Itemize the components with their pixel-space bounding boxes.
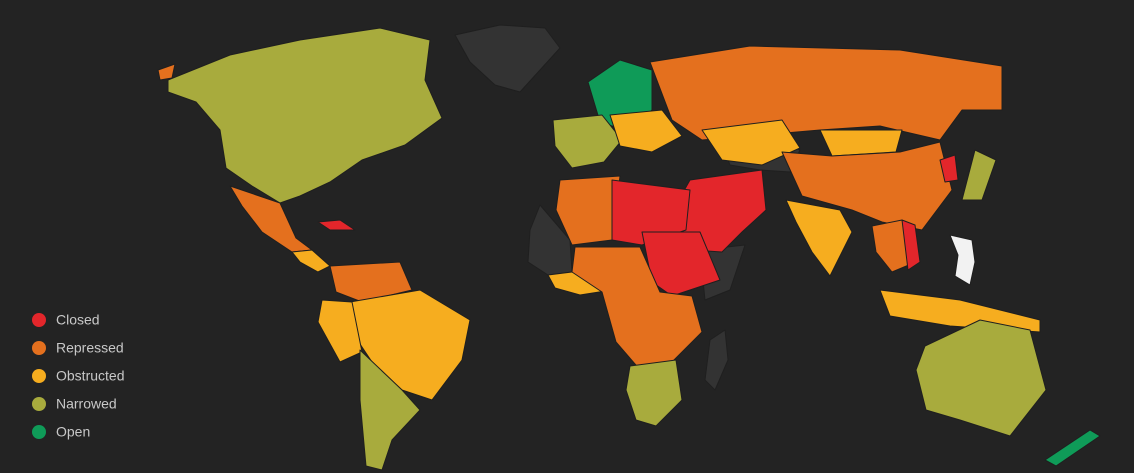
legend-swatch — [32, 313, 46, 327]
indonesia — [879, 289, 1041, 333]
legend-swatch — [32, 397, 46, 411]
new-zealand — [1044, 429, 1101, 467]
russia — [649, 45, 1003, 141]
legend-label: Closed — [56, 312, 100, 328]
legend-label: Narrowed — [56, 396, 117, 412]
north-america — [167, 27, 443, 204]
southern-cone — [359, 349, 421, 471]
australia — [915, 319, 1047, 437]
vietnam — [901, 219, 921, 271]
greenland — [454, 24, 561, 93]
legend-label: Open — [56, 424, 90, 440]
japan — [961, 149, 997, 201]
peru — [317, 299, 363, 363]
legend-swatch — [32, 369, 46, 383]
eastern-europe — [609, 109, 683, 153]
china — [781, 141, 953, 231]
philippines — [949, 234, 976, 286]
algeria — [555, 175, 621, 246]
madagascar — [704, 329, 729, 391]
western-europe — [552, 114, 623, 169]
kazakhstan — [701, 119, 801, 166]
north-korea — [939, 154, 959, 183]
central-america — [291, 249, 331, 273]
legend-label: Repressed — [56, 340, 124, 356]
legend-label: Obstructed — [56, 368, 124, 384]
legend-swatch — [32, 341, 46, 355]
countries — [157, 24, 1101, 471]
cuba — [317, 219, 356, 231]
legend: Closed Repressed Obstructed Narrowed Open — [32, 312, 124, 440]
southern-africa — [625, 359, 683, 427]
india — [785, 199, 853, 277]
legend-swatch — [32, 425, 46, 439]
mongolia — [819, 129, 903, 157]
